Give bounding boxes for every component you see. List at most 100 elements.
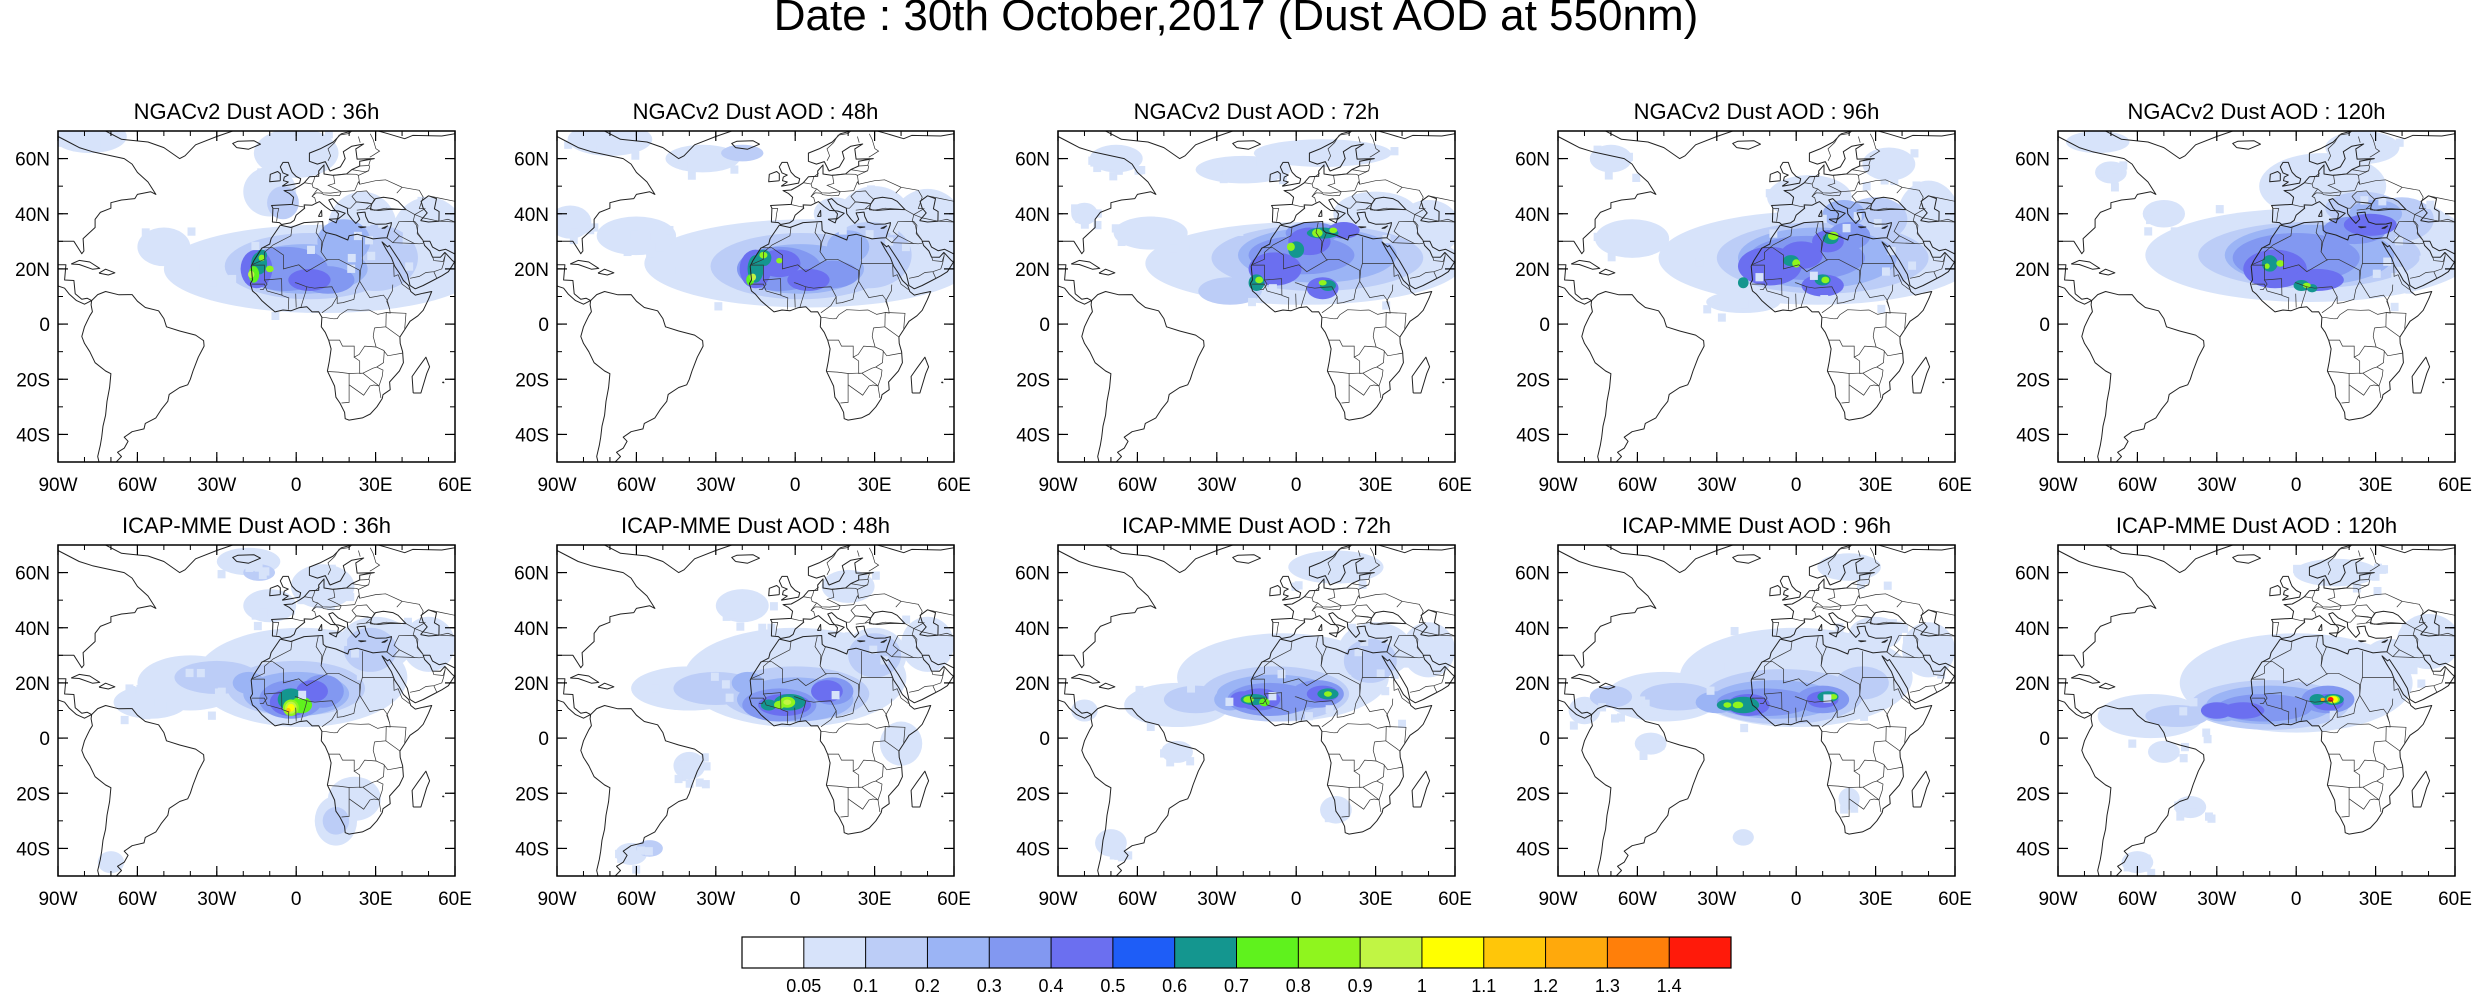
coastline <box>850 131 954 140</box>
dust-contour-region <box>1243 696 1254 703</box>
coastline <box>105 545 233 574</box>
dust-grid-cell <box>1856 580 1865 589</box>
country-border <box>868 547 880 572</box>
dust-grid-cell <box>1248 164 1257 173</box>
country-border <box>1372 327 1404 357</box>
country-border <box>306 286 338 314</box>
dust-grid-cell <box>362 217 371 227</box>
dust-grid-cell <box>586 225 595 235</box>
dust-grid-cell <box>1421 218 1430 227</box>
country-border <box>846 615 872 625</box>
coastline <box>850 545 954 554</box>
dust-grid-cell <box>2395 237 2404 246</box>
country-border <box>328 169 331 172</box>
coastline <box>919 195 939 223</box>
coastline <box>1081 291 1205 462</box>
country-border <box>1362 366 1384 387</box>
lat-tick-label: 20S <box>2016 784 2050 805</box>
country-border <box>1928 195 1955 202</box>
country-border <box>1874 740 1901 752</box>
dust-contour-region <box>2362 638 2416 683</box>
country-border <box>2351 169 2369 173</box>
coastline <box>880 639 887 643</box>
coastline <box>2058 678 2093 719</box>
dust-grid-cell <box>1724 662 1733 671</box>
lon-tick-label: 0 <box>1291 889 1302 910</box>
country-border <box>1438 632 1455 637</box>
country-border <box>1294 696 1308 722</box>
country-border <box>1433 271 1438 279</box>
coastline <box>1858 226 1867 229</box>
country-border <box>1347 201 1373 211</box>
dust-grid-cell <box>1844 294 1853 303</box>
coastline <box>569 673 600 684</box>
country-border <box>780 709 789 724</box>
country-border <box>1866 207 1915 215</box>
lon-tick-label: 30E <box>1859 889 1893 910</box>
dust-grid-cell <box>1586 704 1595 713</box>
country-border <box>819 646 826 667</box>
lat-tick-label: 0 <box>1539 729 1550 750</box>
dust-grid-cell <box>404 617 412 627</box>
country-border <box>1320 232 1327 253</box>
country-border <box>372 741 404 771</box>
dust-grid-cell <box>617 854 626 863</box>
dust-grid-cell <box>1075 214 1084 224</box>
lat-tick-label: 40S <box>1016 839 1050 860</box>
country-border <box>311 172 321 185</box>
country-border <box>273 661 361 696</box>
country-border <box>1392 242 1415 244</box>
dust-grid-cell <box>1607 253 1616 262</box>
country-border <box>1294 282 1308 308</box>
lat-tick-label: 40N <box>1515 619 1550 640</box>
country-border <box>1311 605 1342 618</box>
dust-grid-cell <box>1850 804 1859 813</box>
dust-grid-cell <box>378 219 387 228</box>
dust-grid-cell <box>1348 623 1356 633</box>
dust-grid-cell <box>1809 271 1818 280</box>
country-border <box>793 282 807 308</box>
country-border <box>1259 279 1268 290</box>
dust-grid-cell <box>1818 214 1827 224</box>
country-border <box>2295 707 2297 722</box>
lon-tick-label: 0 <box>2291 889 2302 910</box>
dust-grid-cell <box>1637 696 1646 705</box>
dust-grid-cell <box>214 688 223 697</box>
lat-tick-label: 40S <box>16 839 50 860</box>
dust-grid-cell <box>1186 715 1194 725</box>
country-border <box>1928 609 1955 616</box>
country-border <box>885 312 906 329</box>
dust-grid-cell <box>1862 182 1871 191</box>
dust-grid-cell <box>1846 646 1855 655</box>
dust-grid-cell <box>615 849 623 859</box>
country-border <box>362 780 384 801</box>
country-border <box>885 284 893 310</box>
dust-grid-cell <box>758 623 767 632</box>
dust-grid-cell <box>1166 758 1175 767</box>
coastline <box>1920 195 1940 223</box>
dust-grid-cell <box>614 131 623 136</box>
dust-grid-cell <box>326 601 335 611</box>
lon-tick-label: 60W <box>2118 889 2157 910</box>
dust-contour-region <box>343 627 397 672</box>
dust-grid-cell <box>1248 297 1256 307</box>
country-border <box>2386 284 2394 310</box>
dust-grid-cell <box>1162 222 1171 231</box>
dust-grid-cell <box>2090 132 2099 142</box>
country-border <box>1281 295 1290 310</box>
country-border <box>2294 696 2308 722</box>
country-border <box>259 279 268 290</box>
country-border <box>306 700 338 728</box>
lon-tick-label: 60W <box>617 889 656 910</box>
dust-aod-field <box>97 547 455 874</box>
country-border <box>336 237 363 304</box>
dust-grid-cell <box>1887 246 1896 256</box>
lat-tick-label: 20N <box>514 674 549 695</box>
country-border <box>1828 169 1831 172</box>
country-border <box>1791 204 1805 208</box>
country-border <box>810 172 820 185</box>
dust-grid-cell <box>2189 808 2198 817</box>
lon-tick-label: 60E <box>438 475 472 496</box>
country-border <box>1432 252 1446 262</box>
dust-grid-cell <box>1222 166 1231 176</box>
